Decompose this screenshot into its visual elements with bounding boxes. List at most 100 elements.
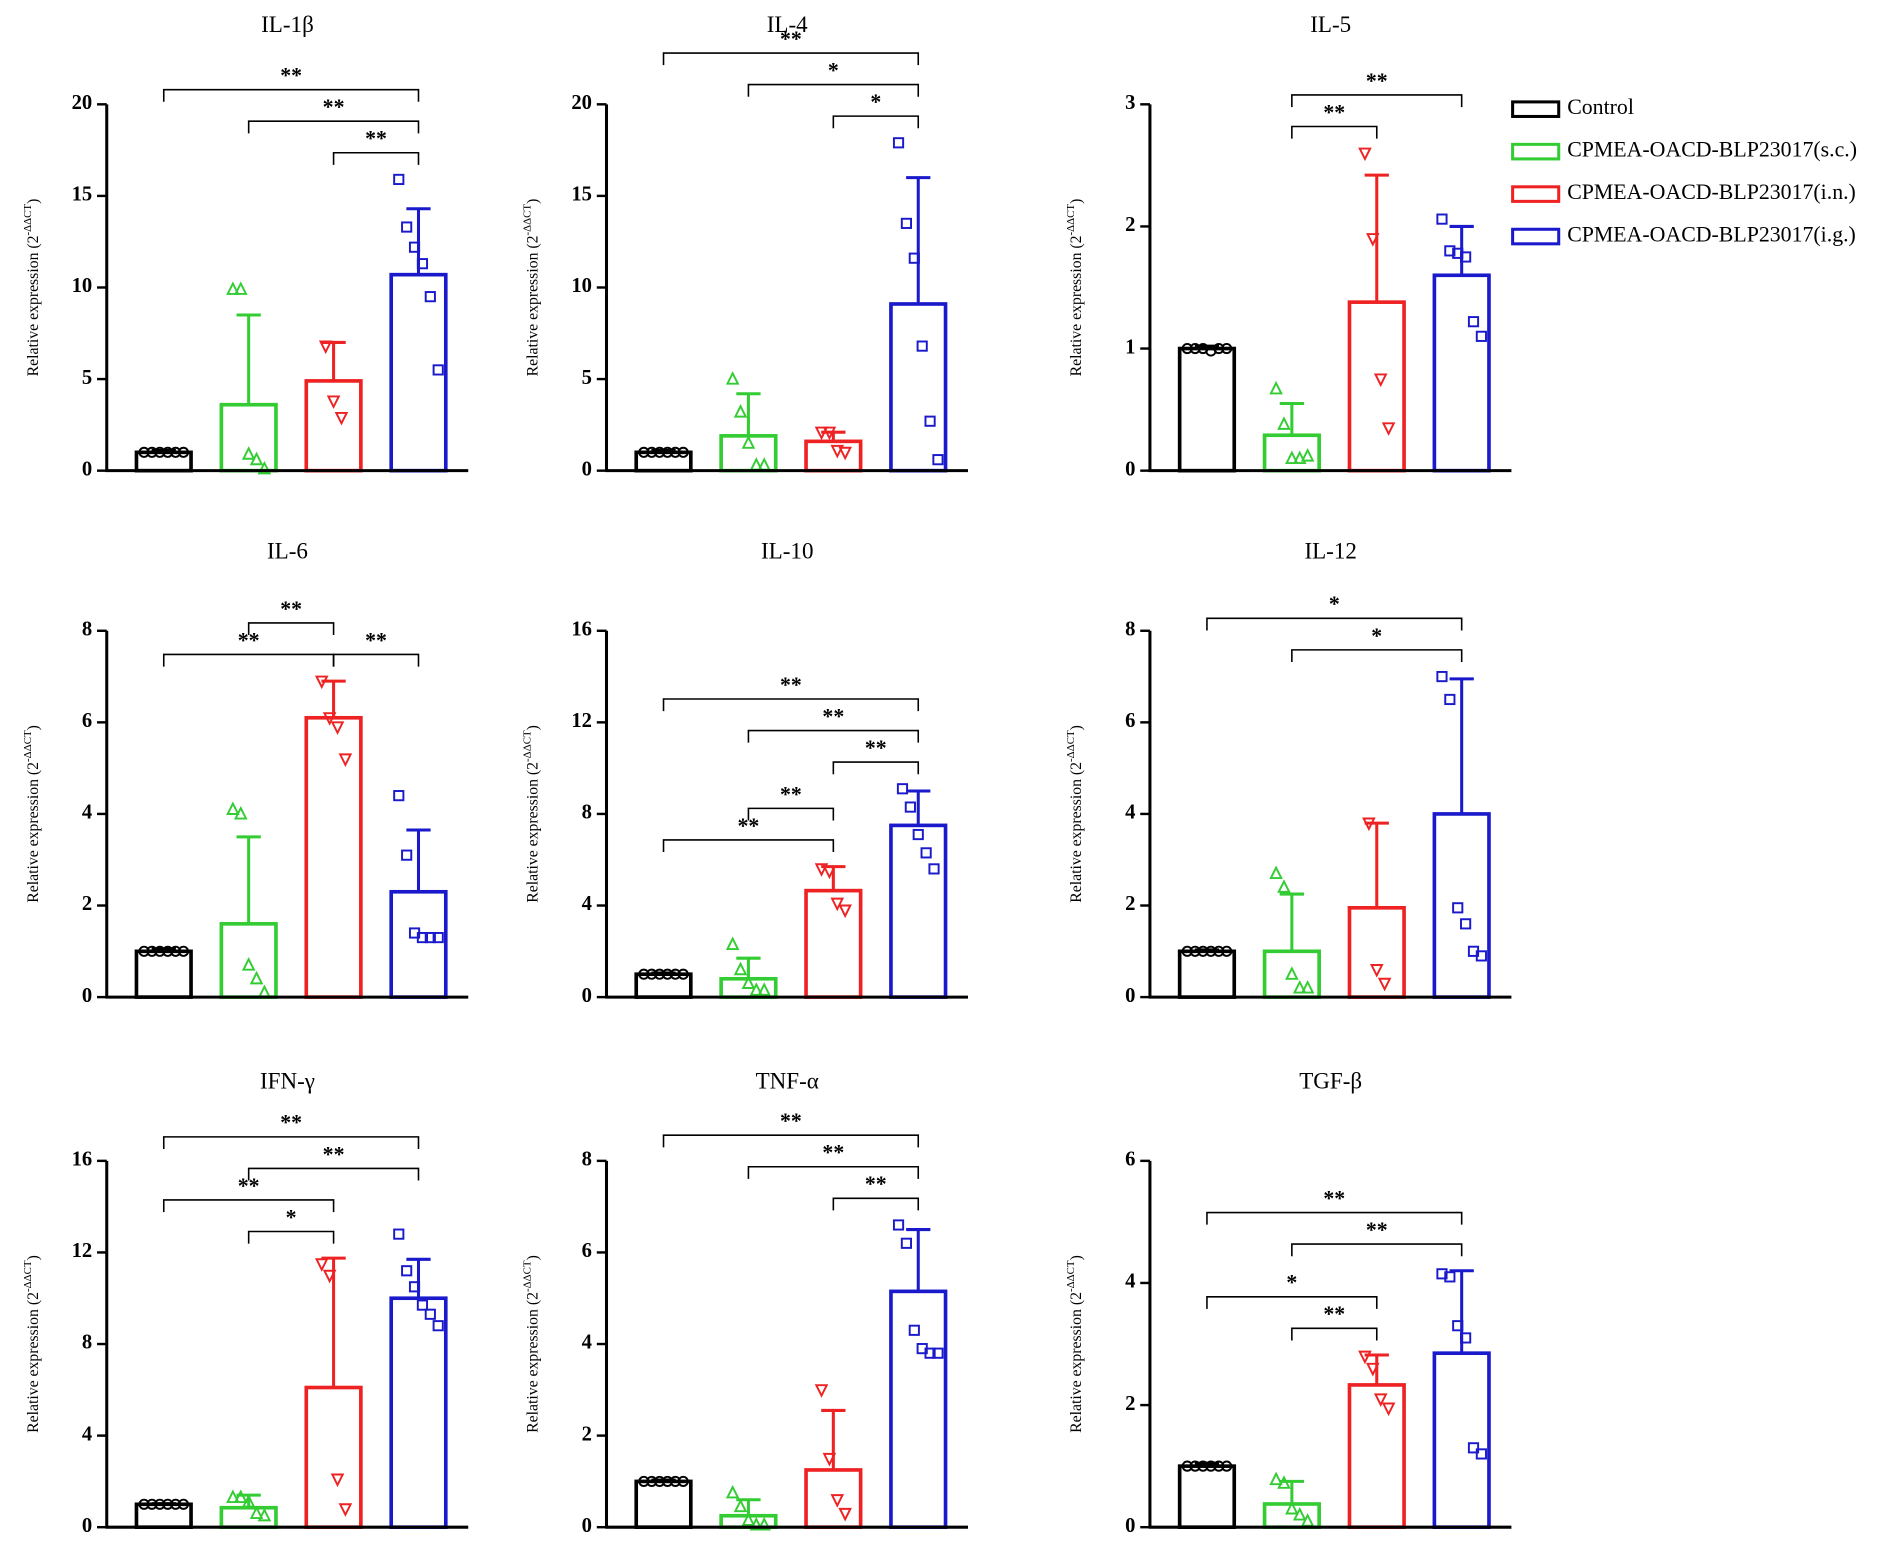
data-point <box>177 1498 190 1510</box>
y-tick-label: 0 <box>1125 985 1135 1007</box>
significance-bracket <box>162 88 420 102</box>
significance-label: ** <box>238 1174 260 1198</box>
data-point <box>226 1489 240 1504</box>
error-bar <box>1279 1479 1304 1504</box>
data-point <box>1189 342 1201 355</box>
y-tick-label: 4 <box>1125 1271 1135 1293</box>
data-point <box>1366 233 1380 247</box>
data-point <box>233 805 248 820</box>
data-point <box>757 982 771 996</box>
data-point <box>432 931 444 944</box>
significance-bracket <box>662 52 920 66</box>
significance-label: * <box>286 1205 297 1229</box>
y-tick-label: 3 <box>1125 92 1135 114</box>
y-tick-label: 0 <box>1125 1515 1135 1537</box>
data-point <box>177 945 190 957</box>
bar <box>134 949 193 999</box>
y-tick-label: 4 <box>1125 802 1135 824</box>
y-axis-label-close: ) <box>1068 199 1085 204</box>
data-point <box>1300 979 1315 994</box>
chart-title: IL-6 <box>267 537 308 563</box>
y-axis-label: Relative expression (2-ΔΔCT) <box>521 199 541 377</box>
bar <box>389 1296 448 1530</box>
data-point <box>1277 416 1291 430</box>
y-tick-label: 20 <box>571 92 592 114</box>
significance-label: ** <box>1323 1302 1345 1326</box>
significance-bracket <box>1291 1243 1463 1257</box>
data-point <box>1436 213 1448 225</box>
bar <box>389 889 448 999</box>
data-point <box>1181 1460 1193 1472</box>
data-point <box>757 1516 771 1531</box>
significance-bracket <box>162 653 335 667</box>
data-point <box>757 457 771 471</box>
data-point <box>314 675 329 690</box>
y-tick-label: 8 <box>82 1332 92 1354</box>
data-point <box>749 982 764 996</box>
y-axis-label-sup: -ΔΔCT <box>521 204 533 236</box>
y-tick-label: 5 <box>582 367 592 389</box>
bar <box>1432 1351 1491 1530</box>
data-point <box>669 446 681 458</box>
data-point <box>1444 693 1456 706</box>
data-point <box>154 945 166 957</box>
data-point <box>334 411 349 426</box>
data-point <box>1436 1268 1448 1280</box>
y-axis-label-text: Relative expression (2 <box>1068 1292 1085 1433</box>
significance-label: ** <box>280 64 302 88</box>
data-point <box>1444 245 1456 257</box>
bar <box>304 1385 363 1530</box>
y-axis-label-close: ) <box>1068 725 1085 730</box>
y-tick-label: 4 <box>582 893 592 915</box>
data-point <box>924 1347 936 1359</box>
data-point <box>1381 422 1396 436</box>
y-axis-label-sup: -ΔΔCT <box>21 1260 33 1292</box>
significance-label: ** <box>280 1111 302 1135</box>
data-point <box>638 1475 650 1487</box>
data-point <box>653 446 666 458</box>
significance-bracket <box>747 1165 920 1179</box>
bar <box>1177 346 1237 473</box>
y-axis-label-text: Relative expression (2 <box>1068 236 1085 377</box>
data-point <box>249 970 264 985</box>
chart-title: IFN-γ <box>260 1068 315 1094</box>
legend-swatch <box>1511 227 1561 246</box>
data-point <box>677 968 689 980</box>
data-point <box>138 945 150 957</box>
y-axis-label: Relative expression (2-ΔΔCT) <box>1065 1255 1085 1433</box>
data-point <box>338 1503 353 1517</box>
data-point <box>677 1475 689 1487</box>
data-point <box>138 446 150 458</box>
y-tick-label: 6 <box>1125 710 1135 732</box>
y-tick-label: 2 <box>582 1423 592 1445</box>
data-point <box>1285 1500 1299 1515</box>
data-point <box>908 1324 920 1336</box>
data-point <box>1369 964 1384 978</box>
data-point <box>1205 945 1217 957</box>
data-point <box>226 801 240 815</box>
data-point <box>1373 1393 1388 1407</box>
data-point <box>1366 1362 1380 1377</box>
significance-label: * <box>1371 624 1382 648</box>
significance-label: ** <box>822 1141 844 1165</box>
data-point <box>725 1484 740 1499</box>
data-point <box>904 801 916 813</box>
significance-bracket <box>1206 1211 1463 1225</box>
significance-bracket <box>832 1197 920 1211</box>
y-tick-label: 6 <box>1125 1149 1135 1171</box>
error-bar <box>406 828 431 892</box>
data-point <box>241 957 256 971</box>
error-bar <box>1364 1353 1389 1385</box>
data-point <box>322 1269 337 1284</box>
y-tick-label: 12 <box>72 1240 93 1262</box>
y-tick-label: 16 <box>571 619 592 641</box>
y-tick-label: 4 <box>82 802 92 824</box>
y-tick-label: 8 <box>82 619 92 641</box>
y-tick-label: 2 <box>1125 1393 1135 1415</box>
data-point <box>924 415 936 427</box>
significance-bracket <box>332 653 420 667</box>
chart-title: IL-1β <box>261 11 314 37</box>
significance-label: ** <box>280 597 302 621</box>
y-tick-label: 6 <box>582 1240 592 1262</box>
significance-bracket <box>247 120 420 134</box>
